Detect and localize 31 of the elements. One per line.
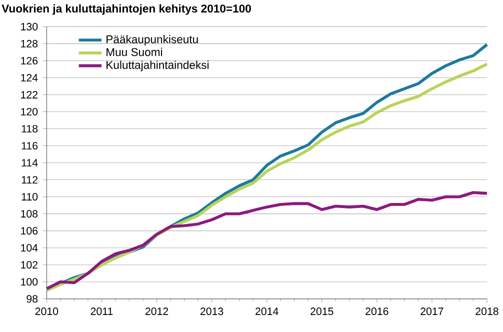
y-tick-label: 130 xyxy=(21,22,38,30)
y-tick-label: 104 xyxy=(21,244,38,252)
y-tick-label: 128 xyxy=(21,40,38,48)
y-tick-label: 114 xyxy=(22,159,38,166)
y-tick-label: 106 xyxy=(21,226,38,234)
x-tick-label: 2015 xyxy=(310,307,334,315)
x-tick-label: 2010 xyxy=(35,307,58,315)
y-tick-label: 122 xyxy=(21,90,38,98)
y-tick-label: 126 xyxy=(21,56,38,64)
legend-label: Pääkaupunkiseutu xyxy=(106,34,198,46)
x-tick-label: 2017 xyxy=(420,307,444,315)
y-tick-label: 112 xyxy=(22,176,38,184)
x-tick-label: 2014 xyxy=(256,307,278,315)
x-tick-label: 2011 xyxy=(90,307,113,315)
y-tick-label: 100 xyxy=(21,278,38,286)
legend-label: Muu Suomi xyxy=(106,48,162,56)
x-tick-label: 2013 xyxy=(200,307,224,315)
y-tick-label: 120 xyxy=(21,108,38,116)
x-tick-label: 2012 xyxy=(145,307,168,315)
y-tick-label: 110 xyxy=(22,192,38,200)
y-tick-label: 118 xyxy=(22,124,38,132)
line-series xyxy=(45,190,488,290)
x-tick-label: 2018 xyxy=(476,307,498,315)
y-tick-label: 124 xyxy=(21,74,38,82)
y-tick-label: 98 xyxy=(26,294,38,303)
chart-title: Vuokrien ja kuluttajahintojen kehitys 2010=100 xyxy=(2,4,251,15)
y-tick-label: 102 xyxy=(21,260,38,268)
x-tick-label: 2016 xyxy=(366,307,388,315)
y-tick-label: 108 xyxy=(21,210,38,218)
legend-label: Kuluttajahintaindeksi xyxy=(106,60,209,72)
y-tick-label: 116 xyxy=(22,142,38,150)
